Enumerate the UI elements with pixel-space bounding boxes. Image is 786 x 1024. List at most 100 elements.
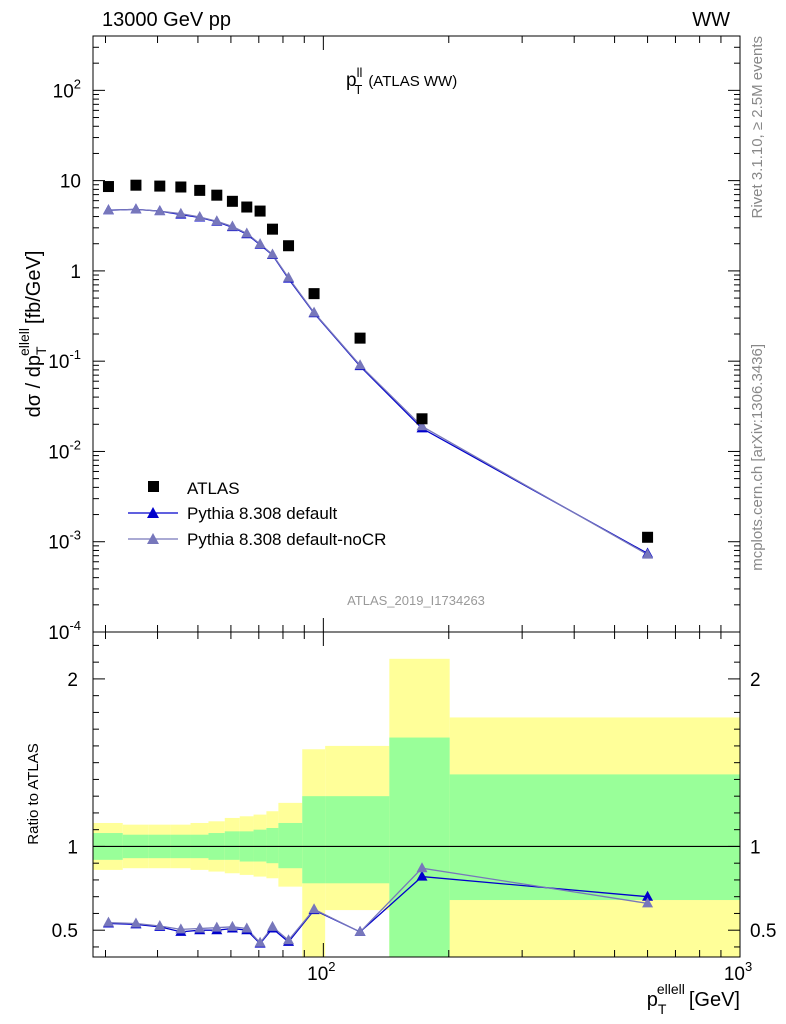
legend-label-nocr: Pythia 8.308 default-noCR xyxy=(187,530,386,549)
atlas-point xyxy=(308,288,320,300)
ratio-marker-nocr xyxy=(283,934,295,945)
green-band xyxy=(253,829,267,862)
ratio-marker-nocr xyxy=(642,897,654,908)
ratio-marker-nocr xyxy=(211,921,223,932)
marker-nocr xyxy=(241,227,253,238)
mcplots-label: mcplots.cern.ch [arXiv:1306.3436] xyxy=(749,344,766,571)
ratio-y-tick-label-right: 1 xyxy=(750,837,761,858)
y-tick-label: 10-2 xyxy=(48,437,81,463)
x-tick-label-exp: 2 xyxy=(328,959,335,974)
atlas-point xyxy=(254,205,266,217)
ratio-y-tick-label: 0.5 xyxy=(52,921,78,942)
y-tick-label: 10 xyxy=(60,172,81,193)
x-tick-label-exp: 3 xyxy=(745,959,752,974)
ratio-marker-nocr xyxy=(175,923,187,934)
marker-nocr xyxy=(211,215,223,226)
ratio-marker-nocr xyxy=(254,936,266,947)
ratio-bands xyxy=(93,658,740,957)
ratio-data-marks xyxy=(102,862,654,948)
marker-nocr xyxy=(154,205,166,216)
atlas-point xyxy=(354,332,366,344)
main-title: pll T (ATLAS WW) xyxy=(346,65,457,97)
atlas-point xyxy=(416,413,428,425)
y-tick-label-exp: -1 xyxy=(69,347,81,362)
green-band xyxy=(389,737,450,957)
atlas-point xyxy=(226,195,238,207)
atlas-point xyxy=(241,201,253,213)
marker-nocr xyxy=(102,204,114,215)
main-data-marks xyxy=(102,179,654,559)
ratio-frame xyxy=(92,631,741,958)
ratio-marker-default xyxy=(416,870,428,881)
main-title-sup: ll xyxy=(357,65,363,80)
series-line-nocr xyxy=(108,208,648,556)
yellow-band-low xyxy=(449,900,740,957)
marker-nocr xyxy=(175,207,187,218)
marker-nocr xyxy=(194,211,206,222)
y-tick-label-base: 10 xyxy=(48,442,69,463)
ratio-marker-nocr xyxy=(194,922,206,933)
y-tick-label-exp: 2 xyxy=(74,76,81,91)
ratio-marker-nocr xyxy=(266,920,278,931)
ratio-marker-nocr xyxy=(130,917,142,928)
ratio-marker-nocr xyxy=(102,916,114,927)
ratio-y-tick-label: 2 xyxy=(67,670,78,691)
y-tick-label-base: 10 xyxy=(48,352,69,373)
y-tick-label-base: 10 xyxy=(53,81,74,102)
ratio-marker-nocr xyxy=(226,920,238,931)
atlas-point xyxy=(175,181,187,193)
marker-nocr xyxy=(266,248,278,259)
main-title-sub: T xyxy=(354,82,362,97)
marker-nocr xyxy=(308,306,320,317)
header-left: 13000 GeV pp xyxy=(102,9,231,31)
atlas-point xyxy=(102,181,114,193)
x-label-b: [GeV] xyxy=(689,989,740,1011)
atlas-point xyxy=(642,531,654,543)
y-tick-label-base: 10 xyxy=(60,172,81,193)
header-right: WW xyxy=(692,9,730,31)
marker-nocr xyxy=(226,220,238,231)
atlas-point xyxy=(154,180,166,192)
y-tick-label-exp: -3 xyxy=(69,528,81,543)
main-y-label: dσ / dpTellell [fb/GeV] xyxy=(16,251,49,418)
yellow-band-low xyxy=(302,910,326,957)
marker-nocr xyxy=(130,203,142,214)
ratio-marker-nocr xyxy=(354,925,366,936)
atlas-point xyxy=(211,189,223,201)
ratio-marker-nocr xyxy=(416,862,428,873)
x-label-sub: T xyxy=(658,1001,667,1017)
marker-nocr xyxy=(354,359,366,370)
y-tick-label: 102 xyxy=(53,76,81,102)
ratio-y-tick-label: 1 xyxy=(67,837,78,858)
main-y-label-b: [fb/GeV] xyxy=(23,251,45,324)
main-y-label-sub: T xyxy=(33,346,49,355)
analysis-watermark: ATLAS_2019_I1734263 xyxy=(347,593,485,608)
y-tick-label: 1 xyxy=(70,262,81,283)
legend-marker-atlas xyxy=(148,481,159,492)
ratio-marker-nocr xyxy=(241,922,253,933)
green-band xyxy=(278,822,303,869)
x-tick-label-base: 10 xyxy=(724,964,745,985)
main-y-label-a: dσ / dp xyxy=(23,355,45,417)
legend-marker-default xyxy=(147,507,159,518)
main-title-rest: (ATLAS WW) xyxy=(368,73,457,90)
green-band xyxy=(302,796,326,884)
marker-nocr xyxy=(254,238,266,249)
marker-nocr xyxy=(416,420,428,431)
ratio-y-tick-label-right: 0.5 xyxy=(750,921,776,942)
green-band xyxy=(224,831,240,860)
legend-marker-nocr xyxy=(147,533,159,544)
main-y-label-sup: ellell xyxy=(16,328,32,356)
y-tick-label-base: 10 xyxy=(48,533,69,554)
legend: ATLAS Pythia 8.308 default Pythia 8.308 … xyxy=(128,479,386,549)
atlas-point xyxy=(130,179,142,191)
ratio-y-label: Ratio to ATLAS xyxy=(25,743,42,844)
ratio-y-tick-label-right: 2 xyxy=(750,670,761,691)
x-label-a: p xyxy=(647,989,658,1011)
atlas-point xyxy=(194,184,206,196)
atlas-point xyxy=(266,223,278,235)
